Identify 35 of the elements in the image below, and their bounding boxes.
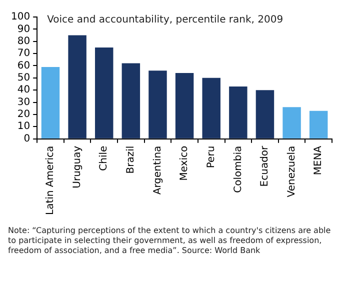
- bar: [94, 47, 114, 138]
- y-tick-label: 70: [17, 48, 30, 60]
- x-tick-label: Chile: [98, 146, 110, 171]
- x-tick-label: Ecuador: [260, 144, 271, 187]
- y-tick-label: 0: [24, 133, 30, 144]
- bar: [256, 90, 274, 138]
- text: Note: “Capturing perceptions of the extent to which a country's citizens are able to participate in selecting their government, as well as freedom of expression, freedom of association, and a free media”. Source: World Bank: [8, 226, 332, 256]
- bar: [282, 107, 301, 138]
- x-tick-label: Mexico: [179, 146, 190, 181]
- y-tick-label: 80: [17, 36, 30, 47]
- x-tick-label: Argentina: [152, 146, 164, 195]
- chart-title: Voice and accountability, percentile rank, 2009: [47, 14, 284, 26]
- y-tick-label: 30: [17, 96, 30, 108]
- bar: [229, 86, 248, 138]
- bar: [122, 63, 140, 138]
- y-tick-label: 40: [17, 84, 30, 96]
- bar: [41, 66, 60, 138]
- x-tick-label: MENA: [313, 146, 324, 176]
- x-tick-label: Venezuela: [286, 146, 298, 198]
- x-tick-label: Brazil: [126, 146, 137, 174]
- y-tick-label: 10: [17, 121, 30, 132]
- bar: [309, 110, 328, 138]
- x-tick-label: Peru: [206, 146, 217, 168]
- x-tick-label: Latin America: [45, 146, 56, 216]
- bar: [175, 73, 194, 138]
- x-tick-label: Uruguay: [72, 146, 83, 188]
- y-tick-label: 50: [17, 72, 30, 84]
- y-tick-label: 100: [10, 12, 30, 23]
- bar: [202, 78, 220, 138]
- bar: [68, 35, 86, 138]
- y-tick-label: 60: [17, 60, 30, 72]
- y-tick-label: 90: [17, 24, 30, 35]
- x-tick-label: Colombia: [232, 146, 244, 193]
- y-tick-label: 20: [17, 109, 30, 120]
- bar: [148, 70, 167, 138]
